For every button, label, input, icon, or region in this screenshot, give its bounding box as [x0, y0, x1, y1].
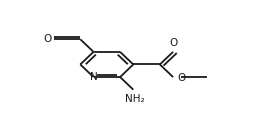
Text: N: N — [90, 72, 97, 82]
Text: O: O — [169, 38, 177, 48]
Text: O: O — [178, 74, 186, 83]
Text: O: O — [43, 34, 51, 44]
Text: NH₂: NH₂ — [124, 94, 144, 104]
